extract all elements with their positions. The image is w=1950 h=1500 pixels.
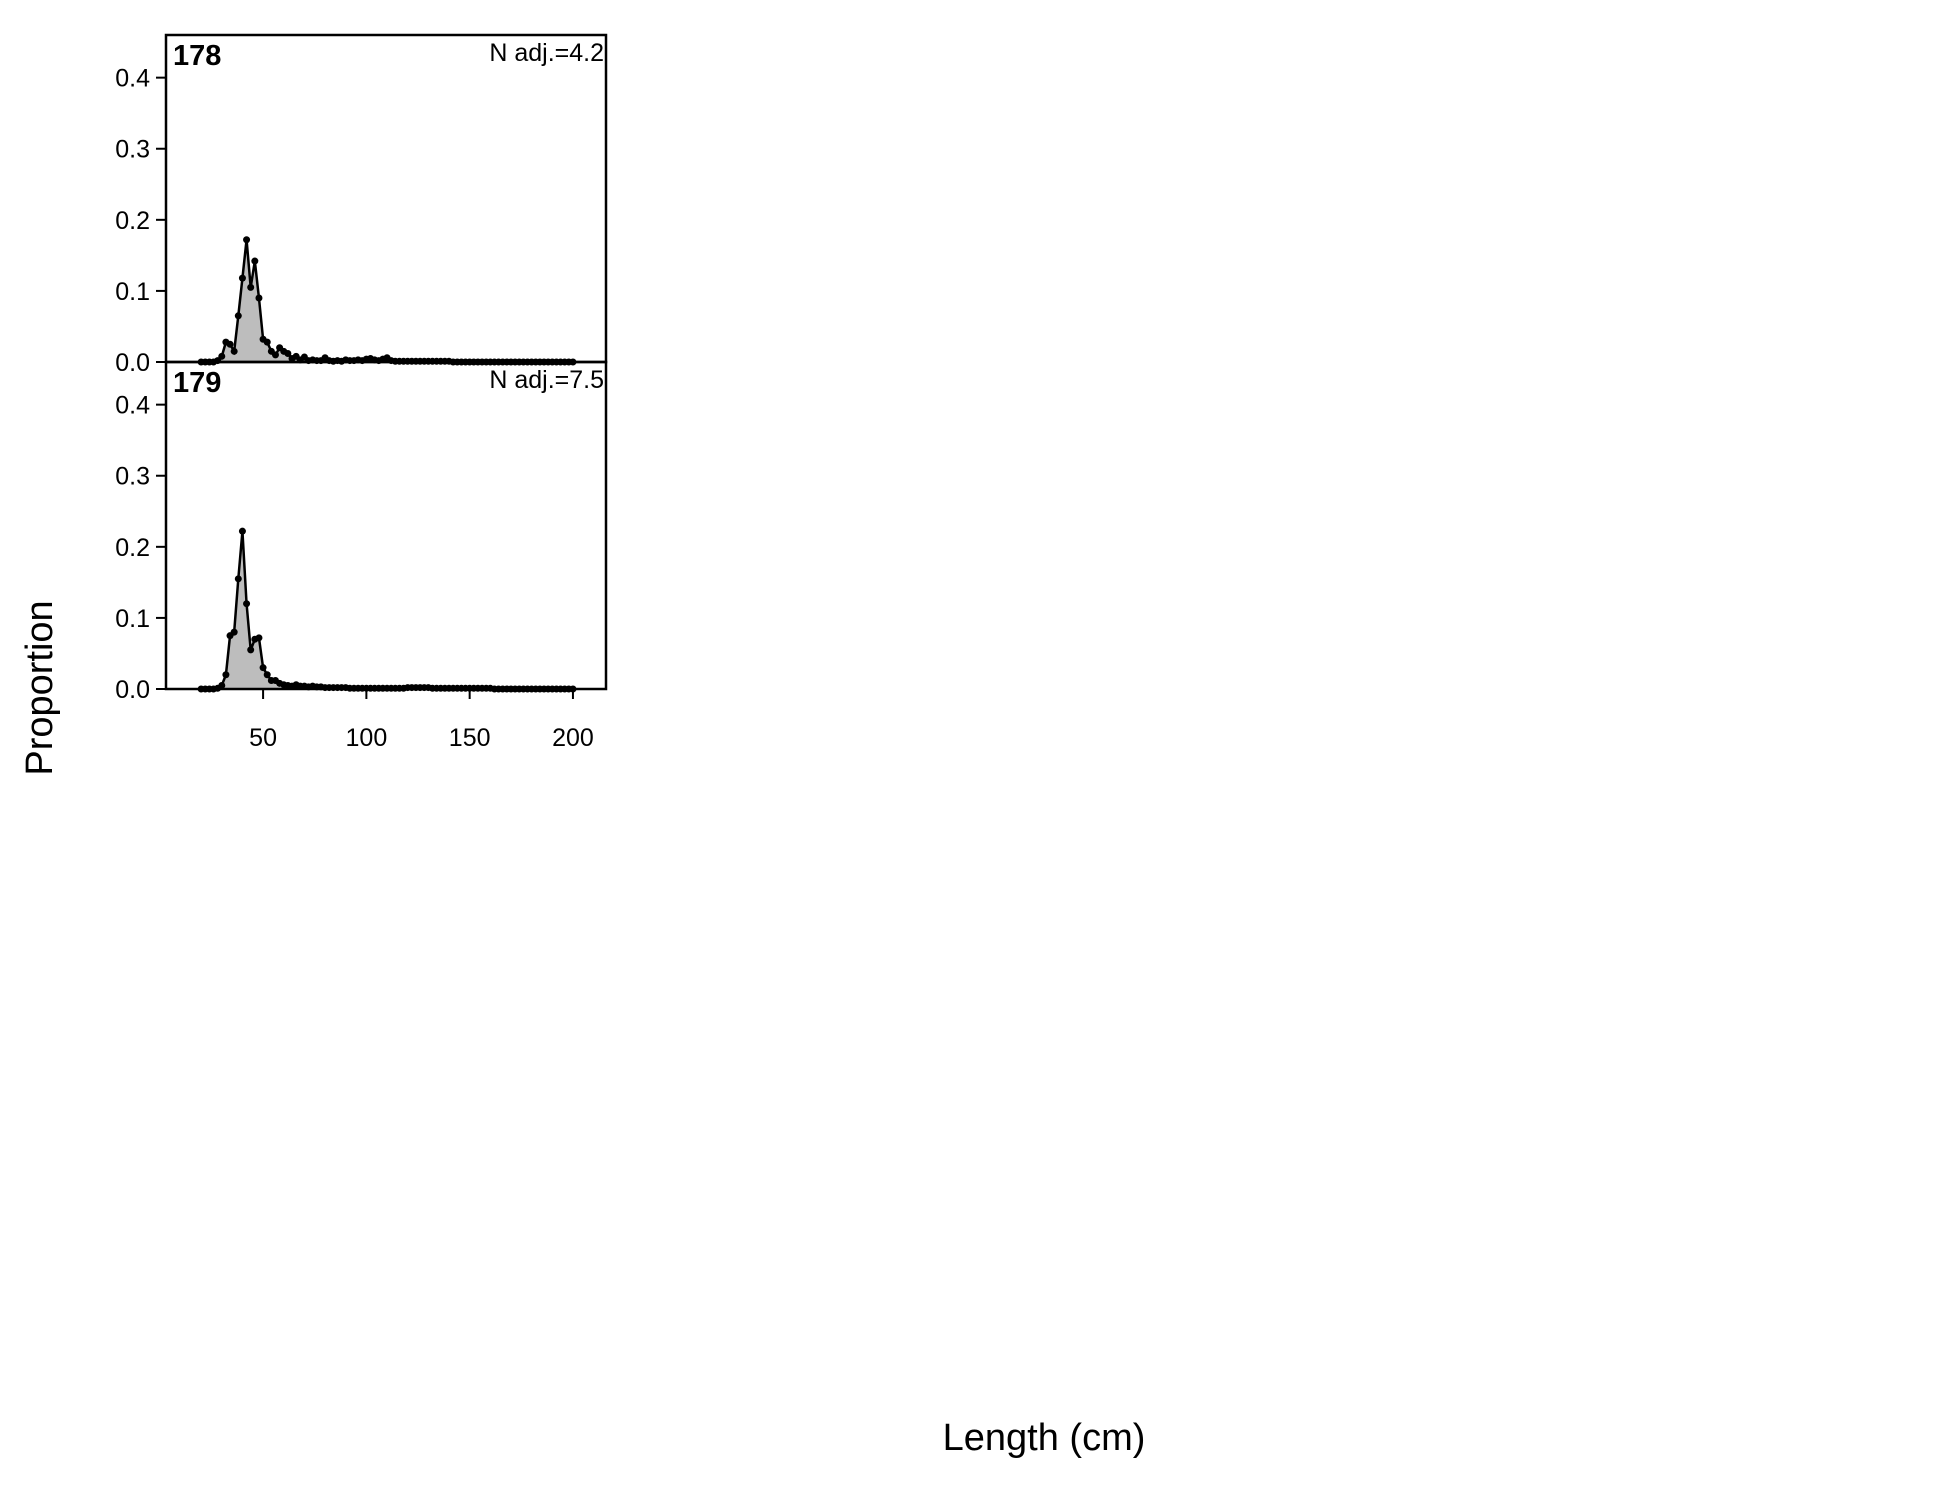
y-tick-label: 0.0 — [115, 349, 150, 377]
y-tick-label: 0.3 — [115, 463, 150, 491]
point — [218, 352, 226, 360]
point — [263, 671, 271, 679]
point — [243, 236, 251, 244]
point — [218, 681, 226, 689]
point — [238, 274, 246, 282]
point — [234, 312, 242, 320]
x-tick-label: 200 — [552, 724, 594, 752]
x-axis-label: Length (cm) — [943, 1417, 1146, 1459]
point — [234, 575, 242, 583]
point — [230, 628, 238, 636]
point — [247, 283, 255, 291]
panel-frame — [164, 360, 608, 691]
panel-annotation: N adj.=7.5 — [489, 366, 604, 394]
point — [255, 294, 263, 302]
point — [243, 600, 251, 608]
y-tick-label: 0.3 — [115, 136, 150, 164]
area — [201, 239, 573, 362]
point — [230, 347, 238, 355]
y-tick-label: 0.1 — [115, 605, 150, 633]
y-tick-label: 0.4 — [115, 392, 150, 420]
y-tick-label: 0.1 — [115, 278, 150, 306]
panel-title: 179 — [173, 367, 221, 399]
point — [251, 257, 259, 265]
point — [238, 527, 246, 535]
point — [247, 646, 255, 654]
panel-frame — [164, 33, 608, 364]
point — [226, 340, 234, 348]
point — [255, 634, 263, 642]
y-tick-label: 0.2 — [115, 534, 150, 562]
y-axis-label: Proportion — [19, 600, 61, 775]
point — [284, 349, 292, 357]
x-tick-label: 150 — [449, 724, 491, 752]
y-tick-label: 0.4 — [115, 65, 150, 93]
y-tick-label: 0.2 — [115, 207, 150, 235]
x-tick-label: 50 — [249, 724, 277, 752]
panel-title: 178 — [173, 40, 221, 72]
y-tick-label: 0.0 — [115, 676, 150, 704]
point — [222, 671, 230, 679]
panel-annotation: N adj.=4.2 — [489, 39, 604, 67]
x-tick-label: 100 — [346, 724, 388, 752]
point — [263, 338, 271, 346]
point — [271, 351, 279, 359]
area — [201, 531, 573, 689]
point — [259, 664, 267, 672]
